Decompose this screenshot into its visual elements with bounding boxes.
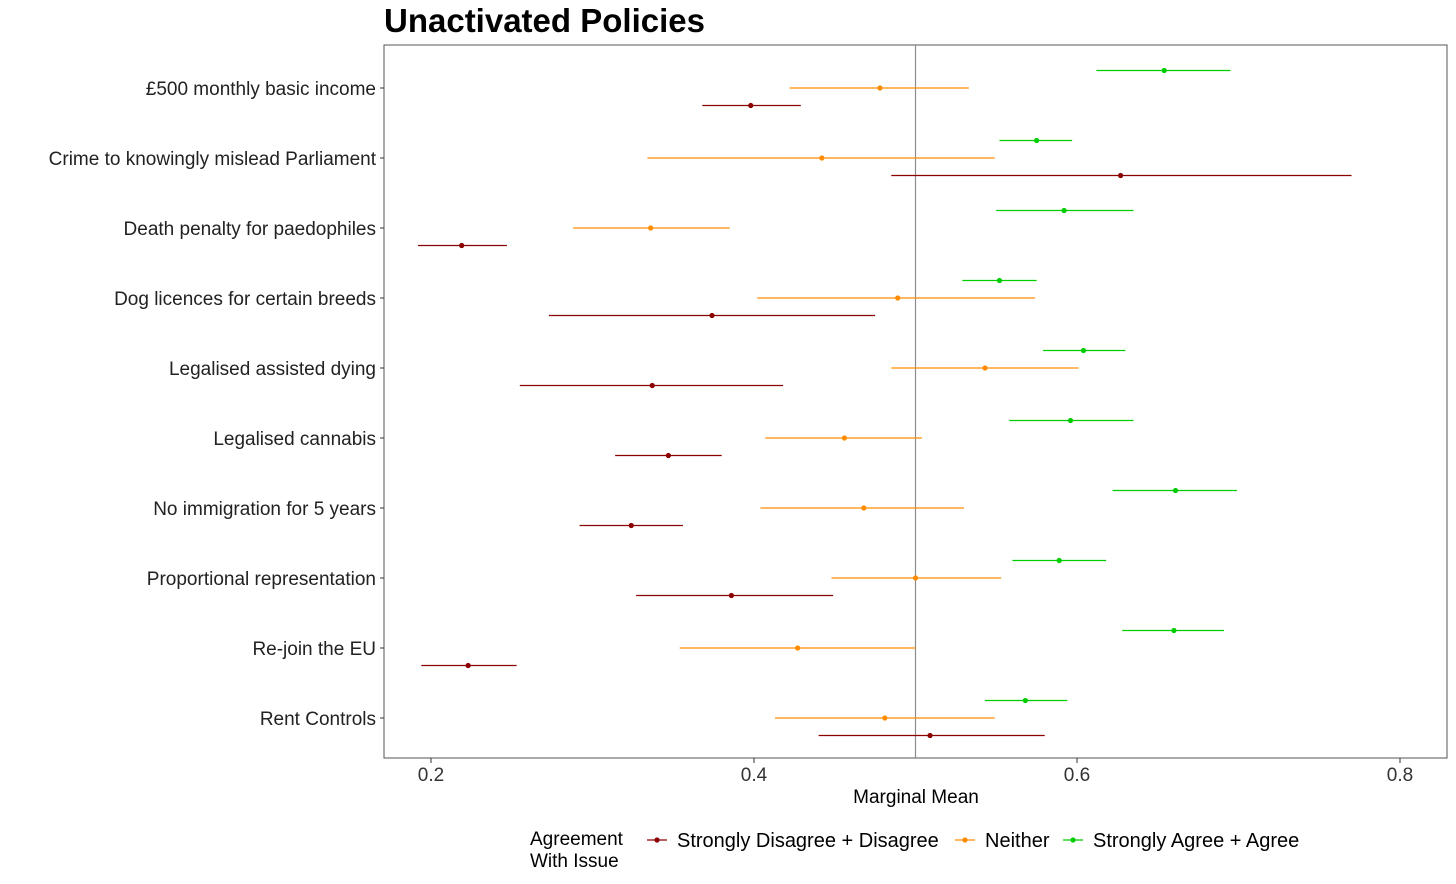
data-point (648, 225, 654, 231)
series-group (418, 102, 1352, 739)
data-point (665, 452, 672, 459)
category-label: Re-join the EU (252, 639, 376, 660)
category-label: Legalised cannabis (213, 429, 376, 450)
data-point (1171, 627, 1177, 634)
data-point (996, 277, 1003, 284)
category-label: Proportional representation (147, 569, 376, 590)
legend-title-line-1: Agreement (530, 829, 624, 850)
data-point (1172, 487, 1179, 494)
data-point (728, 592, 734, 599)
data-point (841, 435, 848, 441)
legend-label: Strongly Agree + Agree (1093, 830, 1299, 852)
y-axis-labels: £500 monthly basic income Crime to knowin… (49, 79, 377, 730)
data-point (1118, 172, 1124, 179)
category-label: No immigration for 5 years (153, 499, 376, 520)
data-point (1161, 67, 1167, 74)
data-point (795, 645, 801, 651)
legend-label: Neither (985, 830, 1050, 852)
x-tick-label: 0.4 (741, 765, 768, 786)
chart-title: Unactivated Policies (384, 2, 705, 39)
data-point (628, 522, 634, 529)
data-point (709, 312, 715, 319)
data-point (927, 732, 933, 739)
data-point (1080, 347, 1087, 354)
category-label: Dog licences for certain breeds (114, 289, 376, 310)
x-axis-ticks: 0.2 0.4 0.6 0.8 (418, 758, 1413, 786)
y-axis-ticks (380, 87, 384, 719)
x-tick-label: 0.6 (1064, 765, 1090, 786)
category-label: Death penalty for paedophiles (124, 219, 376, 240)
category-label: Legalised assisted dying (169, 359, 376, 380)
data-point (1067, 417, 1074, 424)
legend-title-line-2: With Issue (530, 851, 619, 872)
data-point (982, 365, 988, 371)
data-point (895, 295, 901, 301)
legend-key-point (654, 837, 660, 843)
data-point (912, 575, 919, 581)
data-point (1034, 137, 1040, 144)
x-axis-title: Marginal Mean (853, 787, 979, 808)
legend: Agreement With Issue Strongly Disagree +… (530, 829, 1299, 872)
data-point (877, 85, 883, 91)
series-group (962, 67, 1237, 704)
legend-key-point (1070, 837, 1076, 843)
data-point (882, 715, 888, 721)
data-point (748, 102, 754, 109)
legend-label: Strongly Disagree + Disagree (677, 830, 939, 852)
data-point (819, 155, 825, 161)
data-point (1056, 557, 1062, 564)
data-point (861, 505, 867, 511)
category-label: £500 monthly basic income (146, 79, 376, 100)
legend-key-point (962, 837, 968, 843)
data-point (649, 382, 655, 389)
data-point (1061, 207, 1067, 214)
x-tick-label: 0.8 (1387, 765, 1413, 786)
x-tick-label: 0.2 (418, 765, 444, 786)
series-group (573, 85, 1079, 721)
category-label: Crime to knowingly mislead Parliament (49, 149, 377, 170)
category-label: Rent Controls (260, 709, 376, 730)
chart-marks (418, 67, 1352, 739)
data-point (465, 662, 471, 669)
data-point (1022, 697, 1028, 704)
data-point (459, 242, 465, 249)
